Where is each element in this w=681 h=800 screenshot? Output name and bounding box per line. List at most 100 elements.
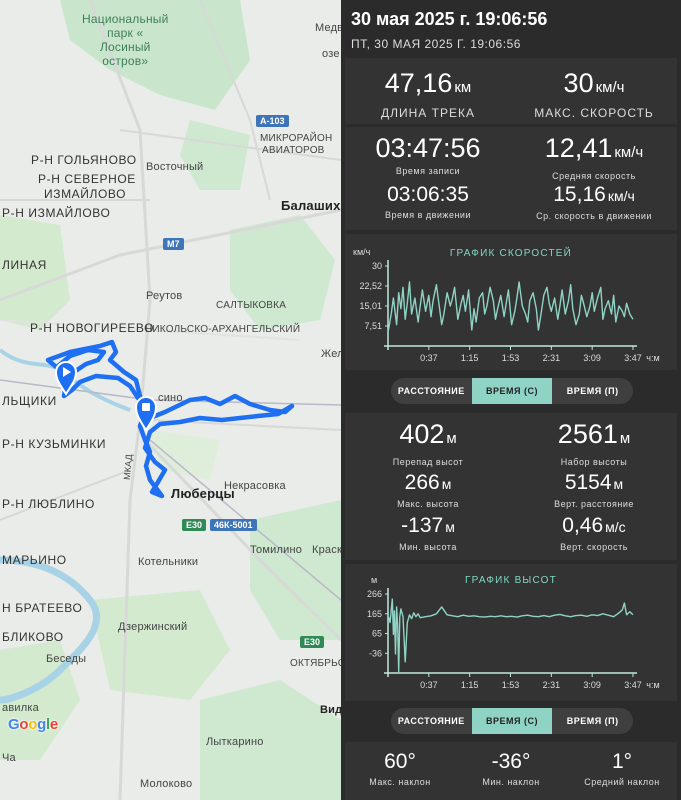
avg-speed-stat: 12,41 км/ч Средняя скорость — [544, 133, 644, 181]
speed-chart-y-tick: 15,01 — [359, 301, 382, 311]
moving-time-stat: 03:06:35 Время в движении — [385, 183, 471, 220]
elevation-stats-block: 402 м Перепад высот 2561 м Набор высоты 26… — [345, 413, 677, 560]
max-elevation-stat: 266 м Макс. высота — [397, 471, 459, 509]
elev-chart-x-tick: 1:15 — [461, 680, 479, 690]
map-label-maryino: МАРЬИНО — [2, 553, 67, 567]
speed-chart-x-tick: 0:37 — [420, 353, 438, 363]
speed-chart-block: ГРАФИК СКОРОСТЕЙ км/ч 30 22,52 15,01 7,51 0:… — [345, 234, 677, 370]
map-label-golyanovo: Р-Н ГОЛЬЯНОВО — [31, 153, 137, 167]
speed-chart-x-tick: 3:47 — [624, 353, 642, 363]
map-label-sev-izm-1: Р-Н СЕВЕРНОЕ — [38, 172, 136, 186]
time-stats-block: 03:47:56 Время записи 12,41 км/ч Средняя … — [345, 127, 677, 230]
map-label-vostochny: Восточный — [146, 161, 204, 173]
elev-axis-time-p-button[interactable]: ВРЕМЯ (П) — [566, 716, 619, 726]
map-label-lyublino: Р-Н ЛЮБЛИНО — [2, 497, 95, 511]
speed-chart-series-line — [387, 281, 634, 333]
elev-chart-x-unit: ч:м — [646, 680, 659, 690]
map-label-brateevo: Н БРАТЕЕВО — [2, 601, 83, 615]
map-label-zhel: Жел — [321, 348, 341, 360]
map-label-molokovo: Молоково — [140, 778, 193, 790]
map-label-novogireevo: Р-Н НОВОГИРЕЕВО — [30, 321, 155, 335]
elev-chart-series-line — [387, 598, 634, 673]
speed-axis-toggle: РАССТОЯНИЕ ВРЕМЯ (С) ВРЕМЯ (П) — [391, 378, 633, 404]
speed-chart-y-tick: 30 — [372, 261, 382, 271]
avg-moving-speed-stat: 15,16 км/ч Ср. скорость в движении — [536, 183, 652, 221]
min-elevation-stat: -137 м Мин. высота — [399, 514, 457, 552]
map-view[interactable]: Национальный парк « Лосиный остров» Медв… — [0, 0, 341, 800]
road-shield-a103: А-103 — [256, 115, 289, 127]
map-label-lytkarino: Лыткарино — [206, 736, 264, 748]
start-marker[interactable] — [54, 361, 78, 396]
speed-chart-y-tick: 7,51 — [364, 321, 382, 331]
summary-block: 47,16 км ДЛИНА ТРЕКА 30 км/ч МАКС. СКОРОСТ… — [345, 58, 677, 124]
elevation-axis-toggle: РАССТОЯНИЕ ВРЕМЯ (С) ВРЕМЯ (П) — [391, 708, 633, 734]
map-label-ozero: озе — [322, 48, 340, 60]
max-slope-stat: 60° Макс. наклон — [369, 750, 431, 787]
elev-chart-y-tick: 266 — [367, 589, 382, 599]
distance-stat: 47,16 км ДЛИНА ТРЕКА — [381, 68, 475, 120]
map-label-avilka: авилка — [2, 702, 39, 714]
speed-chart[interactable]: км/ч 30 22,52 15,01 7,51 0:37 1:15 1:53 2:31 3:0… — [345, 234, 677, 370]
vert-distance-stat: 5154 м Верт. расстояние — [554, 471, 634, 509]
map-label-park: Национальный парк « Лосиный остров» — [82, 12, 169, 68]
map-label-kotelniki: Котельники — [138, 556, 199, 568]
elev-axis-distance-button[interactable]: РАССТОЯНИЕ — [397, 716, 465, 726]
map-label-sev-izm-2: ИЗМАЙЛОВО — [44, 187, 127, 201]
speed-chart-x-tick: 3:09 — [583, 353, 601, 363]
record-time-stat: 03:47:56 Время записи — [375, 133, 481, 176]
min-slope-stat: -36° Мин. наклон — [482, 750, 540, 787]
elev-axis-time-s-button[interactable]: ВРЕМЯ (С) — [471, 708, 553, 734]
elevation-chart-title: ГРАФИК ВЫСОТ — [465, 575, 557, 586]
speed-chart-x-tick: 1:15 — [461, 353, 479, 363]
track-date: 30 мая 2025 г. 19:06:56 — [351, 9, 548, 29]
elev-chart-x-tick: 1:53 — [502, 680, 520, 690]
map-label-balashikha: Балаших — [281, 198, 341, 213]
road-shield-m7: M7 — [163, 238, 184, 250]
map-label-reutov: Реутов — [146, 290, 183, 302]
map-label-aviatorov: АВИАТОРОВ — [262, 145, 325, 156]
map-label-saltykovka: САЛТЫКОВКА — [216, 300, 287, 311]
map-label-lshchiki: ЛЬЩИКИ — [2, 394, 57, 408]
map-label-nikolsko: НИКОЛЬСКО-АРХАНГЕЛЬСКИЙ — [145, 324, 301, 335]
map-canvas — [0, 0, 341, 800]
speed-axis-distance-button[interactable]: РАССТОЯНИЕ — [397, 386, 465, 396]
speed-chart-title: ГРАФИК СКОРОСТЕЙ — [449, 248, 573, 259]
map-label-mikrorayon: МИКРОРАЙОН — [260, 133, 333, 144]
max-speed-stat: 30 км/ч МАКС. СКОРОСТЬ — [534, 68, 654, 120]
avg-slope-stat: 1° Средний наклон — [584, 750, 660, 787]
road-shield-e30-b: E30 — [300, 636, 325, 648]
elevation-chart-block: ГРАФИК ВЫСОТ м 266 165 65 -36 0:37 1:15 1:53 2:… — [345, 564, 677, 701]
map-label-nekrasovka: Некрасовка — [224, 480, 286, 492]
map-label-tomilino: Томилино — [250, 544, 303, 556]
road-shield-46k: 46К-5001 — [210, 519, 257, 531]
speed-axis-time-p-button[interactable]: ВРЕМЯ (П) — [566, 386, 619, 396]
vert-speed-stat: 0,46 м/с Верт. скорость — [560, 514, 628, 552]
track-date-subtitle: ПТ, 30 МАЯ 2025 Г. 19:06:56 — [351, 37, 521, 51]
elev-chart-y-tick: 65 — [372, 629, 382, 639]
track-path — [45, 339, 295, 499]
elev-chart-x-tick: 0:37 — [420, 680, 438, 690]
elev-y-unit: м — [371, 575, 377, 585]
elev-chart-x-tick: 2:31 — [543, 680, 561, 690]
map-label-oktyabrsky: ОКТЯБРЬС — [290, 658, 341, 669]
speed-axis-time-s-button[interactable]: ВРЕМЯ (С) — [471, 378, 553, 404]
stop-icon — [142, 403, 150, 411]
map-label-besedy: Беседы — [46, 653, 87, 665]
elevation-chart[interactable]: м 266 165 65 -36 0:37 1:15 1:53 2:31 3:09 3:47 ч:м — [345, 564, 677, 701]
speed-chart-x-unit: ч:м — [646, 353, 659, 363]
speed-chart-x-tick: 1:53 — [502, 353, 520, 363]
speed-y-unit: км/ч — [353, 247, 371, 257]
map-label-blikovo: БЛИКОВО — [2, 630, 64, 644]
play-icon — [63, 367, 71, 377]
map-label-cha: Ча — [2, 752, 16, 764]
google-logo: Google — [8, 716, 58, 733]
end-marker[interactable] — [134, 396, 158, 432]
map-label-dzerzhinsky: Дзержинский — [118, 621, 188, 633]
elev-chart-x-tick: 3:09 — [583, 680, 601, 690]
elev-chart-x-tick: 3:47 — [624, 680, 642, 690]
slope-block: 60° Макс. наклон -36° Мин. наклон 1° Сре… — [345, 742, 677, 800]
map-label-sino: сино — [158, 392, 183, 404]
map-label-liniya: ЛИНАЯ — [2, 258, 47, 272]
map-label-vidnoe: Видн — [320, 704, 341, 716]
speed-chart-y-tick: 22,52 — [359, 281, 382, 291]
